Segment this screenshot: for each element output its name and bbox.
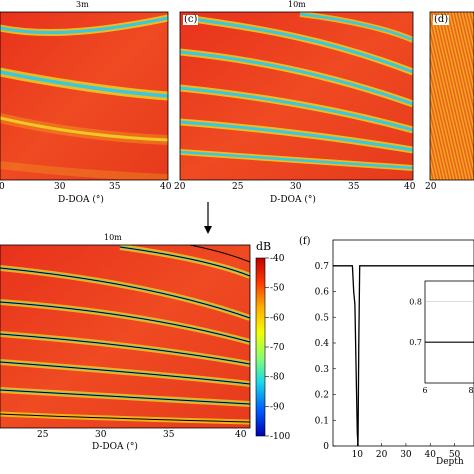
colorbar-tick-label: -50 <box>270 284 285 294</box>
y-tick-label: 0.3 <box>315 365 330 375</box>
colorbar-tick-label: -70 <box>270 343 285 353</box>
line-plot-axes: 0 0.1 0.2 0.3 0.4 0.5 0.6 0.7 10 20 30 40 50 <box>315 262 461 460</box>
panel-letter-d: (d) <box>433 14 450 25</box>
colorbar-tick-label: -90 <box>270 402 285 412</box>
panel-title-10m-c: 10m <box>288 0 306 9</box>
heatmap-d <box>430 12 474 180</box>
line-series-main <box>333 265 474 447</box>
panel-frame-d <box>429 11 474 181</box>
fringe-stripe <box>430 48 462 180</box>
tick-label: 30 <box>290 182 302 192</box>
tick-label: 35 <box>163 430 175 440</box>
heatmap-3m <box>0 12 168 180</box>
fringe-stripe <box>432 12 474 180</box>
tick-label: 40 <box>235 430 247 440</box>
tick-label: 40 <box>160 182 172 192</box>
x-tick-label: 30 <box>400 450 412 460</box>
panel-letter-c: (c) <box>183 14 199 25</box>
fringe-stripe <box>430 129 442 180</box>
fringe-stripe <box>430 142 439 180</box>
tick-label: 0 <box>0 182 5 192</box>
down-arrow-icon <box>204 202 212 234</box>
colorbar-tick-label: -40 <box>270 254 285 264</box>
heatmap-10m-e <box>0 245 250 428</box>
panel-letter-f: (f) <box>298 236 312 247</box>
panel-frame-e <box>0 244 251 429</box>
x-tick-label: 10 <box>352 450 364 460</box>
y-tick-label: 0.1 <box>315 416 329 426</box>
fringe-stripe <box>448 12 474 120</box>
y-tick-label: 0.2 <box>315 391 329 401</box>
tick-label: 25 <box>232 182 244 192</box>
fringe-stripe <box>430 21 468 180</box>
panel-title-3m: 3m <box>76 0 89 9</box>
fringe-stripe <box>430 116 446 180</box>
tick-label: 35 <box>109 182 121 192</box>
x-axis-label-3m: D-DOA (°) <box>58 195 104 205</box>
colorbar <box>255 257 266 437</box>
fringe-stripe <box>464 12 474 53</box>
fringe-stripe <box>430 12 471 180</box>
tick-label: 30 <box>54 182 66 192</box>
fringe-stripe <box>430 75 455 180</box>
colorbar-tick-label: -80 <box>270 373 285 383</box>
panel-frame-c <box>179 11 414 181</box>
tick-label: 30 <box>95 430 107 440</box>
colorbar-unit: dB <box>256 240 272 253</box>
x-tick-label: 50 <box>449 450 461 460</box>
tick-label: 20 <box>425 182 437 192</box>
inset-x-tick-label: 8 <box>468 386 473 395</box>
panel-title-10m-e: 10m <box>104 233 122 242</box>
x-axis-label-c: D-DOA (°) <box>270 195 316 205</box>
colorbar-ticks: -40 -50 -60 -70 -80 -90 -100 <box>265 254 290 442</box>
colorbar-tick-label: -100 <box>270 432 290 442</box>
x-axis-label-e: D-DOA (°) <box>92 442 138 452</box>
fringe-stripe <box>430 102 449 180</box>
fringe-stripe <box>430 62 458 180</box>
inset-series <box>425 341 474 343</box>
fringe-stripe <box>438 12 474 160</box>
fringe-stripe <box>461 12 474 66</box>
fringe-stripe <box>430 89 452 180</box>
colorbar-tick-label: -60 <box>270 313 285 323</box>
y-tick-label: 0 <box>323 442 329 452</box>
tick-label: 40 <box>404 182 416 192</box>
fringe-stripe <box>442 12 474 147</box>
y-tick-label: 0.4 <box>315 339 330 349</box>
x-axis-label-depth: Depth <box>436 457 464 467</box>
fringe-stripe <box>454 12 474 93</box>
fringe-stripe <box>458 12 474 80</box>
fringe-stripe <box>435 12 474 174</box>
fringe-stripe <box>445 12 474 134</box>
y-tick-label: 0.5 <box>315 313 330 323</box>
inset-frame <box>424 280 474 384</box>
tick-label: 25 <box>37 430 49 440</box>
x-tick-label: 40 <box>425 450 437 460</box>
panel-frame-3m <box>0 11 169 181</box>
y-tick-label: 0.7 <box>315 262 330 272</box>
inset-y-tick-label: 0.8 <box>409 297 422 306</box>
heatmap-10m-c <box>180 12 413 180</box>
tick-label: 35 <box>348 182 360 192</box>
inset-x-tick-label: 6 <box>422 386 427 395</box>
fringe-stripe <box>451 12 474 107</box>
tick-label: 20 <box>174 182 186 192</box>
x-tick-label: 20 <box>376 450 388 460</box>
y-tick-label: 0.6 <box>315 288 330 298</box>
inset-y-tick-label: 0.7 <box>409 338 422 347</box>
